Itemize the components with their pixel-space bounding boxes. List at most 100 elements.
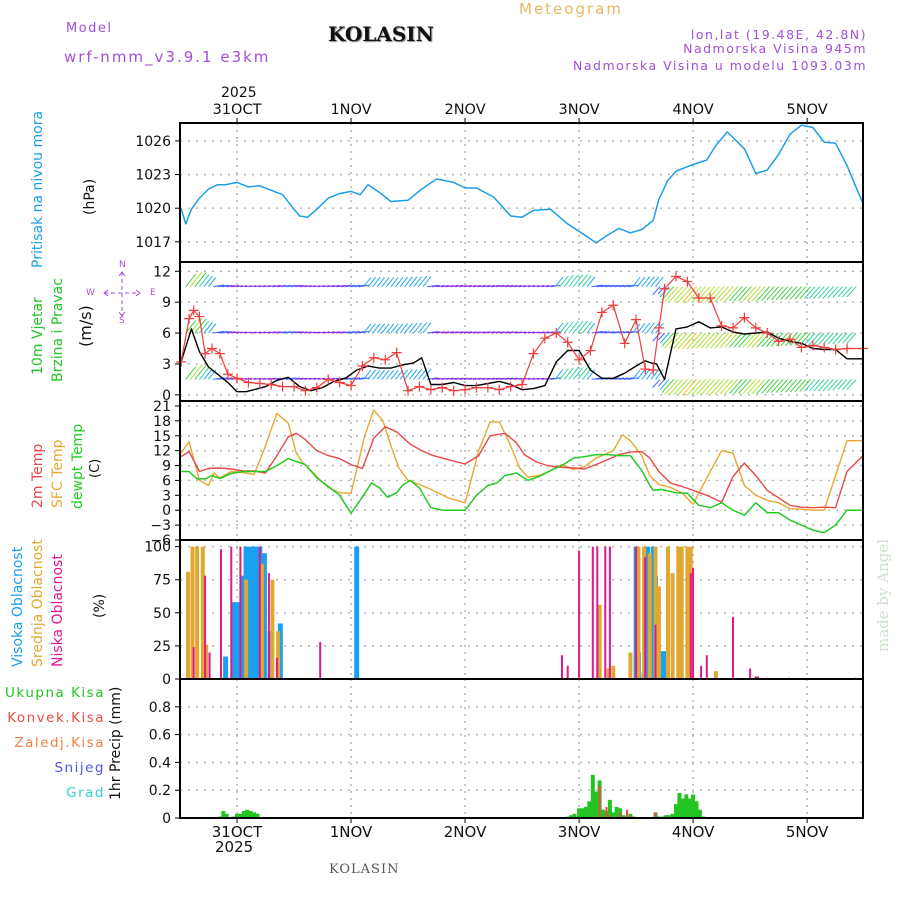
wind-arrow	[532, 377, 540, 380]
wind-arrow	[813, 379, 825, 392]
wind-arrow	[258, 285, 267, 288]
y-tick-label: 12	[153, 264, 171, 280]
wind-arrow	[609, 284, 620, 288]
wind-arrow	[472, 331, 481, 334]
wind-arrow	[794, 332, 807, 346]
wind-arrow	[491, 377, 500, 380]
x-tick-label-top: 3NOV	[559, 102, 600, 118]
wind-arrow	[208, 323, 217, 334]
wind-arrow	[486, 331, 496, 334]
cloud-bar	[190, 546, 195, 679]
wind-arrow	[719, 332, 734, 348]
wind-arrow	[376, 323, 385, 334]
wind-arrow	[244, 285, 252, 288]
wind-arrow	[304, 331, 312, 334]
cloud-bar	[258, 546, 261, 679]
cloud-bar	[635, 546, 638, 679]
wind-arrow	[756, 379, 770, 395]
wind-arrow	[290, 284, 300, 288]
cloud-bar	[608, 546, 611, 679]
wind-arrow	[381, 323, 390, 334]
wind-arrow	[313, 377, 321, 380]
cloud-bar	[596, 546, 599, 679]
wind-arrow	[495, 284, 505, 288]
wind-arrow	[696, 332, 711, 349]
wind-arrow	[614, 331, 625, 334]
wind-arrow	[336, 331, 346, 334]
wind-arrow	[591, 330, 603, 334]
wind-arrow	[813, 286, 825, 299]
wind-arrow	[345, 284, 355, 288]
cloud-bar	[611, 665, 616, 679]
wind-arrow	[372, 369, 381, 380]
wind-arrow	[686, 332, 702, 350]
wind-arrow	[367, 369, 377, 380]
wind-arrow	[249, 331, 257, 334]
precip-bar	[572, 813, 577, 818]
wind-arrow	[477, 377, 486, 380]
cloud-bar	[277, 623, 283, 679]
wind-arrow	[436, 285, 445, 288]
wind-arrow	[696, 379, 711, 395]
y-tick-label: 0.2	[149, 783, 171, 799]
wind-arrow	[536, 377, 545, 380]
wind-arrow	[441, 285, 450, 288]
wind-arrow	[308, 377, 316, 380]
wind-arrow	[729, 332, 743, 348]
gust-marker	[807, 340, 818, 351]
wind-arrow	[454, 284, 464, 288]
cloud-bar	[208, 652, 211, 679]
y-tick-label: 6	[162, 326, 171, 342]
wind-arrow	[808, 286, 821, 299]
wind-arrow	[686, 379, 702, 396]
wind-arrow	[290, 377, 300, 380]
wind-arrow	[340, 331, 350, 334]
wind-arrow	[381, 277, 390, 288]
cloud-bar	[679, 546, 684, 679]
wind-arrow	[254, 331, 262, 334]
wind-arrow	[363, 323, 372, 334]
wind-arrow	[509, 377, 518, 380]
gust-marker	[739, 312, 750, 323]
wind-arrow	[673, 286, 688, 303]
gust-marker	[323, 374, 334, 385]
gust-marker	[796, 342, 807, 353]
wind-arrow	[691, 379, 706, 396]
precip-bar	[245, 809, 250, 818]
precip-bar	[680, 798, 685, 818]
cloud-bar	[692, 567, 695, 679]
wind-arrow	[632, 323, 641, 334]
wind-arrow	[417, 368, 428, 380]
precip-bar	[614, 806, 619, 818]
wind-arrow	[700, 379, 716, 395]
cloud-bar	[354, 546, 360, 679]
wind-arrow	[618, 331, 629, 334]
wind-arrow	[349, 331, 361, 334]
wind-arrow	[249, 285, 257, 288]
wind-arrow	[641, 368, 651, 380]
wind-arrow	[477, 285, 486, 288]
cloud-bar	[689, 573, 692, 679]
wind-arrow	[254, 377, 262, 380]
wind-arrow	[386, 369, 395, 380]
wind-arrow	[658, 379, 665, 387]
wind-arrow	[623, 331, 634, 334]
wind-arrow	[386, 323, 395, 334]
wind-arrow	[652, 379, 661, 389]
gust-marker	[448, 385, 459, 396]
wind-arrow	[751, 379, 766, 395]
wind-arrow	[600, 331, 611, 334]
wind-arrow	[408, 276, 418, 288]
wind-arrow	[523, 285, 531, 288]
legend-frz-rain: Zaledj.Kisa	[14, 735, 105, 751]
wind-arrow	[459, 377, 468, 380]
wind-arrow	[775, 286, 789, 301]
sfc-temp-line	[180, 409, 863, 511]
wind-arrow	[664, 379, 679, 395]
gust-marker	[380, 354, 391, 365]
cloud-bar	[239, 546, 242, 679]
x-tick-label-top: 2NOV	[444, 102, 485, 118]
panel-grid-0: 1017 1020 1023 1026	[135, 123, 863, 262]
precip-bar	[601, 809, 605, 818]
y-tick-label: 1026	[135, 134, 171, 150]
